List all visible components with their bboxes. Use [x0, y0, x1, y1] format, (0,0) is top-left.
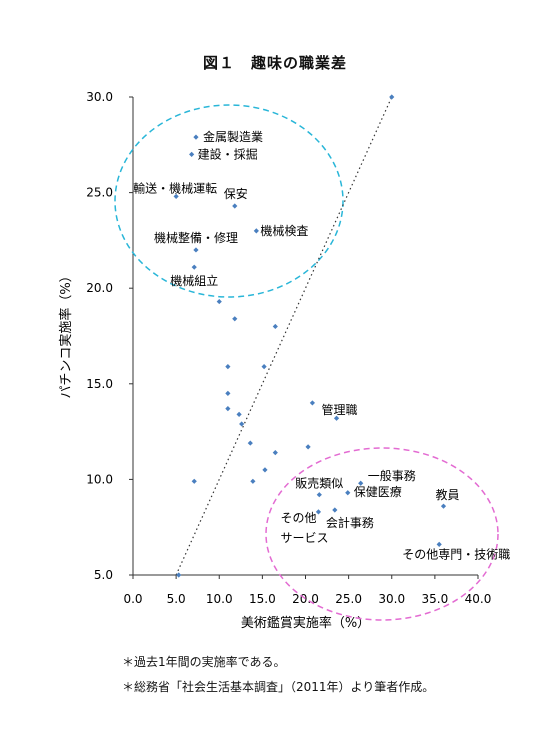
y-axis-label: パチンコ実施率（%）	[58, 269, 74, 398]
data-point	[193, 134, 199, 140]
x-tick-label: 20.0	[292, 592, 319, 606]
point-label: 販売類似	[295, 476, 343, 491]
x-tick-label: 10.0	[206, 592, 233, 606]
point-label: 機械整備・修理	[154, 230, 238, 245]
data-point	[261, 363, 267, 370]
data-point	[239, 421, 245, 427]
data-point	[315, 509, 322, 515]
data-point	[309, 400, 315, 406]
data-point	[389, 94, 395, 100]
point-label: 保安	[224, 186, 248, 201]
y-tick-label: 25.0	[86, 186, 113, 200]
y-tick-label: 30.0	[86, 90, 113, 104]
data-point	[191, 264, 197, 270]
data-point	[216, 298, 222, 305]
y-tick-label: 15.0	[86, 377, 113, 391]
point-label: 一般事務	[368, 468, 416, 483]
x-tick-label: 5.0	[167, 592, 186, 606]
point-label: 建設・採掘	[198, 146, 258, 161]
note-1: ＊過去1年間の実施率である。	[122, 655, 286, 669]
point-label: その他専門・技術職	[402, 547, 510, 561]
x-tick-label: 15.0	[249, 592, 276, 606]
x-tick-label: 25.0	[335, 592, 362, 606]
data-point	[173, 193, 179, 200]
data-point	[193, 247, 199, 253]
data-point	[272, 450, 278, 456]
chart-title: 図１ 趣味の職業差	[202, 54, 347, 72]
data-point	[272, 323, 278, 330]
data-points	[173, 94, 447, 578]
data-point	[250, 478, 256, 484]
data-point	[191, 478, 197, 484]
data-point	[358, 480, 364, 486]
data-point	[247, 440, 253, 446]
reference-line	[175, 96, 393, 576]
data-point	[225, 390, 231, 396]
x-tick-label: 0.0	[123, 592, 142, 606]
x-tick-label: 30.0	[378, 592, 405, 606]
y-tick-label: 10.0	[86, 472, 113, 486]
data-point	[225, 406, 231, 412]
data-point	[236, 411, 242, 417]
axes: 0.0 5.0 10.0 15.0 20.0 25.0 30.0 35.0 40.0 5.0 10.…	[58, 90, 491, 631]
data-point	[232, 203, 238, 209]
point-label: 会計事務	[326, 515, 374, 530]
data-point	[225, 363, 231, 370]
x-tick-label: 35.0	[422, 592, 449, 606]
pink-highlight-ellipse	[265, 447, 499, 621]
data-point	[305, 444, 311, 450]
data-point	[333, 415, 340, 421]
point-label: 機械検査	[260, 223, 308, 238]
data-point	[440, 503, 447, 509]
data-point	[332, 507, 338, 513]
point-label: 教員	[435, 487, 459, 502]
x-tick-label: 40.0	[465, 592, 492, 606]
point-label: その他サービス	[280, 511, 328, 545]
data-point	[316, 492, 322, 498]
data-point	[232, 316, 238, 322]
point-label: 金属製造業	[203, 129, 263, 144]
y-tick-label: 5.0	[94, 568, 113, 582]
reference-line-group	[175, 96, 393, 576]
cyan-highlight-ellipse	[114, 104, 344, 298]
highlight-ellipses	[114, 104, 499, 621]
data-point	[262, 467, 268, 473]
data-point	[253, 228, 259, 234]
point-label: 管理職	[322, 402, 358, 417]
data-point	[345, 490, 351, 496]
data-point	[176, 572, 182, 578]
data-point	[436, 541, 442, 548]
data-point	[189, 151, 195, 157]
point-label: 保健医療	[354, 485, 402, 499]
x-axis-label: 美術鑑賞実施率（%）	[241, 615, 370, 631]
note-2: ＊総務省「社会生活基本調査」（2011年）より筆者作成。	[122, 680, 435, 694]
y-tick-label: 20.0	[86, 281, 113, 295]
point-label: 機械組立	[170, 273, 218, 288]
point-label: 輸送・機械運転	[133, 180, 217, 195]
